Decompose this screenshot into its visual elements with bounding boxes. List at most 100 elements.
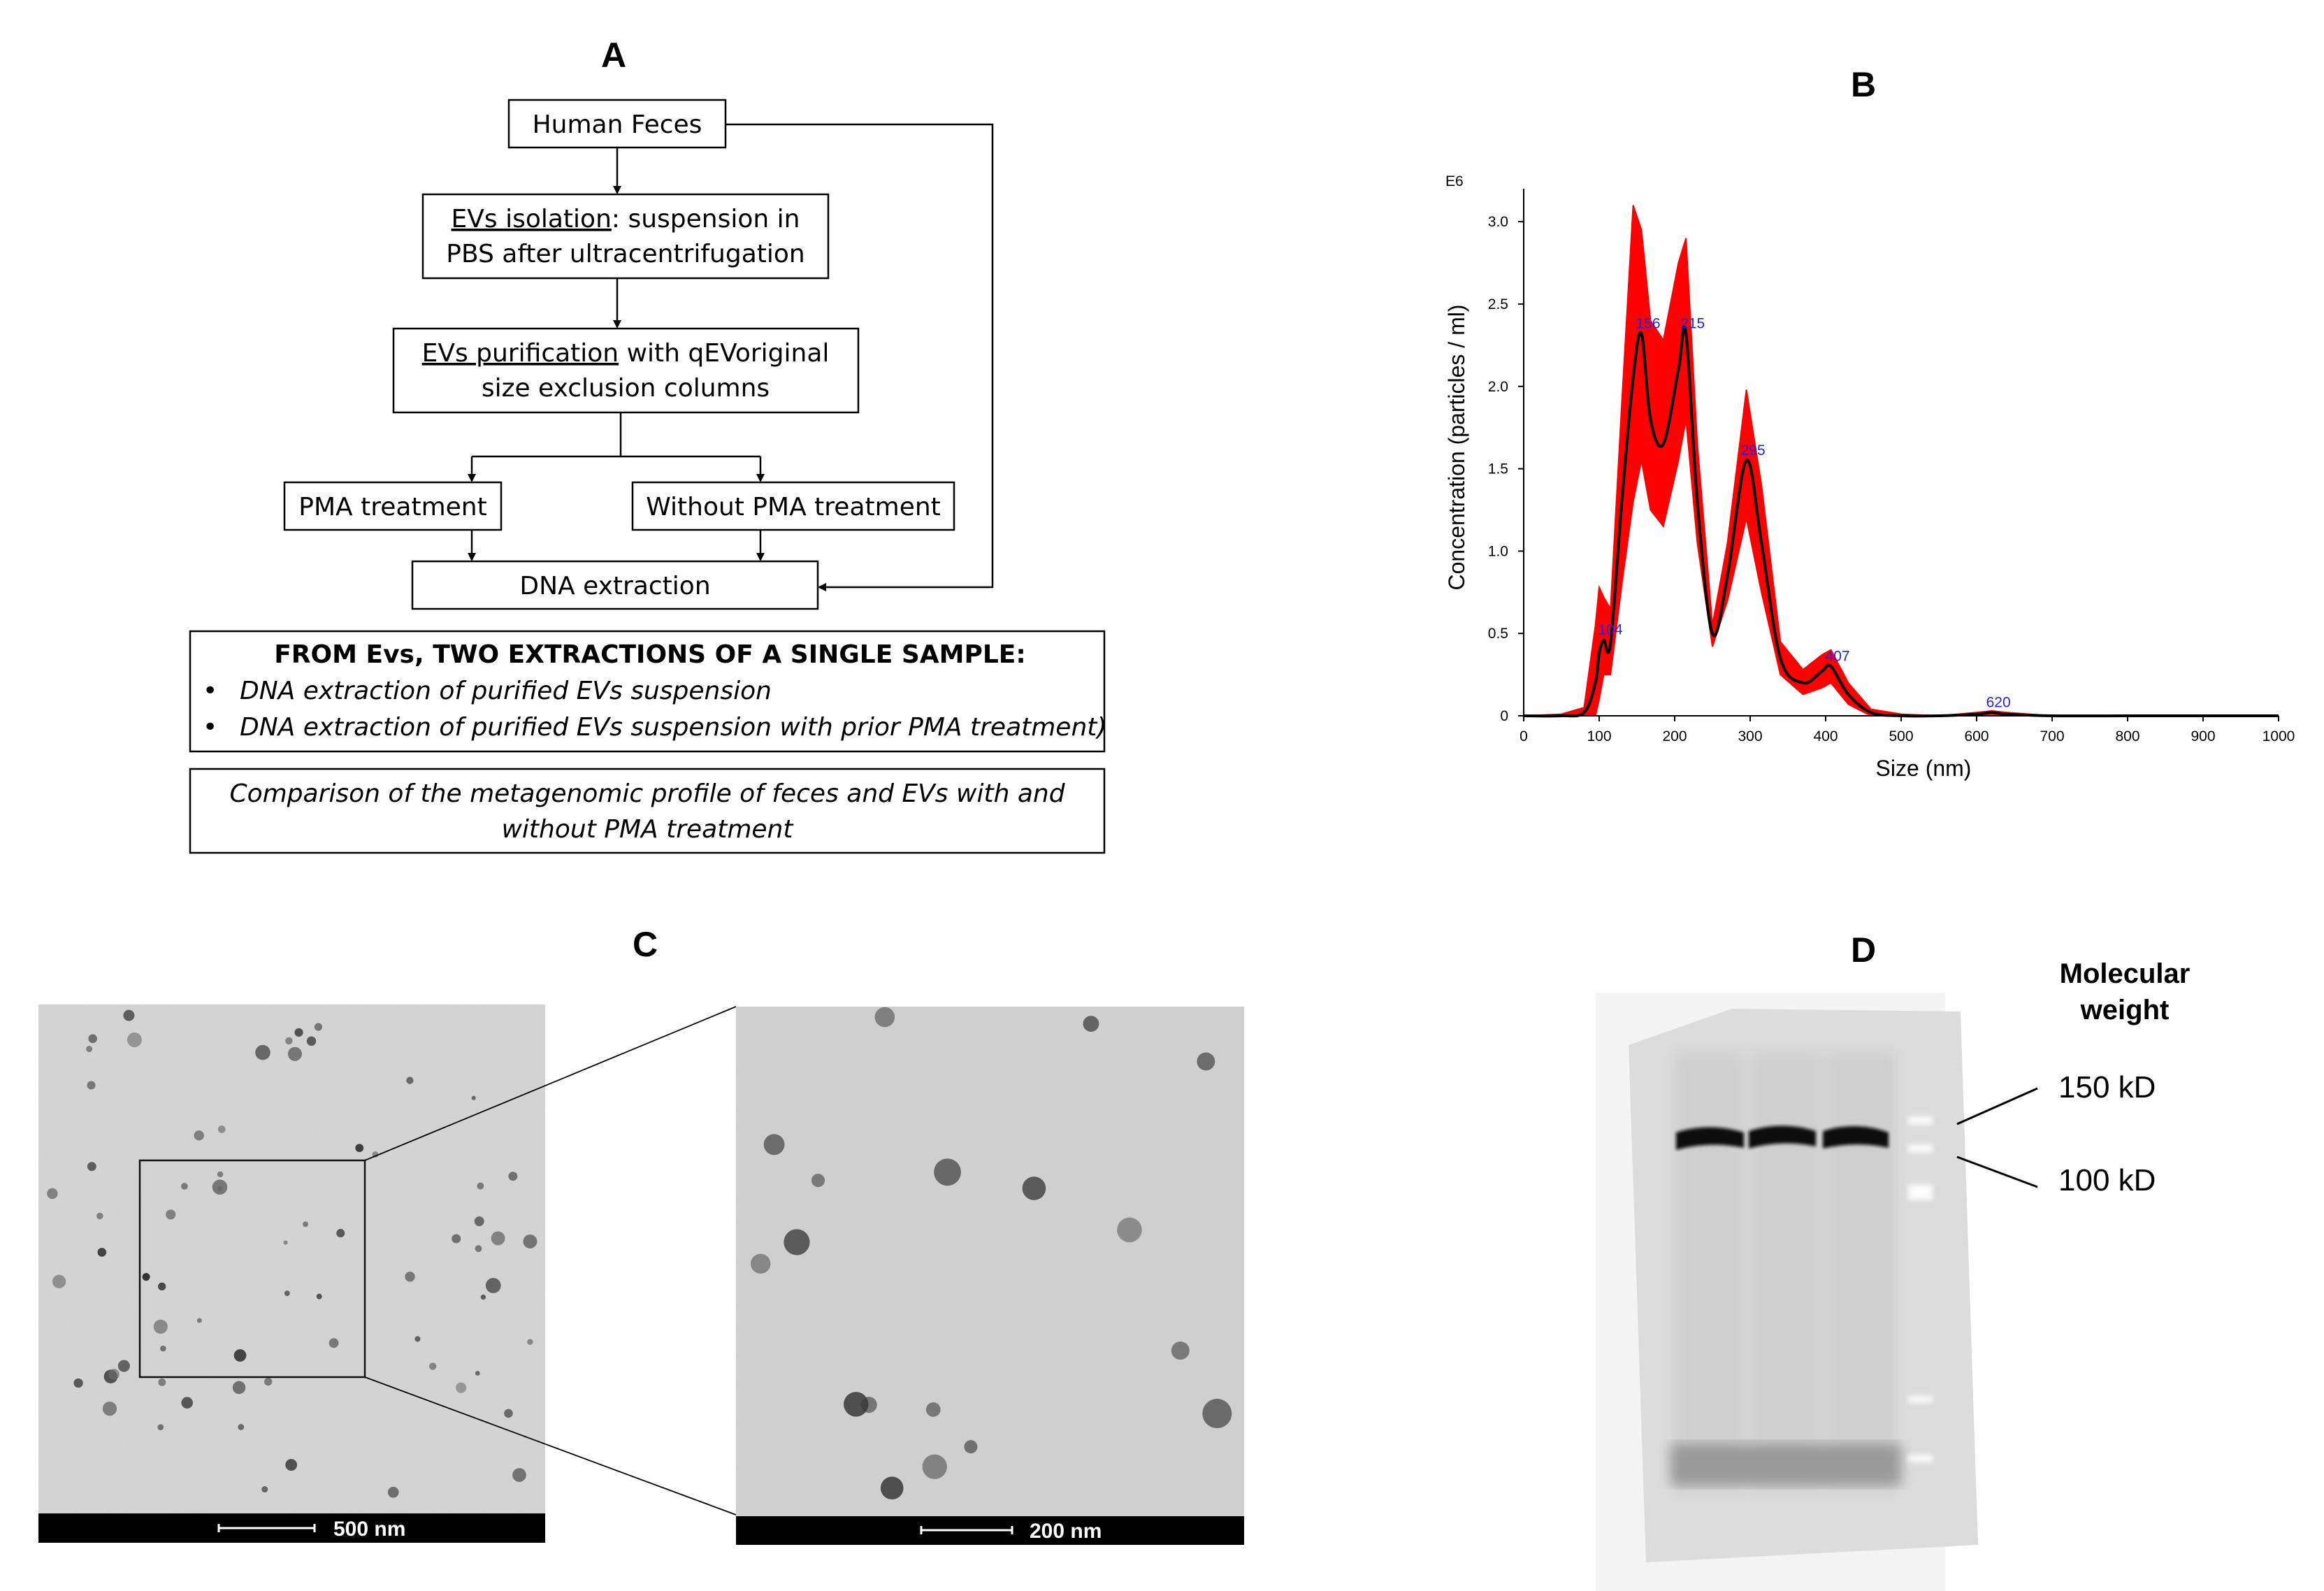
vesicle — [1197, 1052, 1215, 1071]
vesicle — [142, 1273, 150, 1281]
vesicle — [123, 1009, 135, 1021]
purification-underlined: EVs purification — [422, 339, 619, 368]
vesicle — [87, 1162, 96, 1172]
y-tick-label: 2.0 — [1488, 379, 1508, 395]
vesicle — [474, 1216, 484, 1227]
no-pma-box — [631, 481, 955, 531]
vesicle — [52, 1274, 66, 1288]
extraction-summary-title: FROM Evs, TWO EXTRACTIONS OF A SINGLE SA… — [274, 640, 1026, 669]
low-mw-smear — [1670, 1444, 1901, 1485]
x-tick-label: 0 — [1520, 728, 1528, 744]
vesicle — [194, 1130, 204, 1141]
feces-box — [507, 99, 727, 149]
feces-label: Human Feces — [533, 110, 702, 139]
vesicle — [314, 1023, 322, 1031]
vesicle — [217, 1125, 226, 1133]
x-tick-label: 700 — [2040, 728, 2064, 744]
band-lane-1 — [1676, 1127, 1744, 1150]
vesicle — [166, 1209, 176, 1220]
vesicle — [212, 1179, 228, 1195]
comparison-line-2: without PMA treatment — [501, 815, 794, 844]
vesicle — [406, 1077, 414, 1084]
vesicle — [284, 1290, 290, 1297]
vesicle — [283, 1240, 288, 1245]
vesicle — [255, 1044, 270, 1060]
vesicle — [285, 1459, 298, 1471]
vesicle — [405, 1272, 415, 1282]
vesicle — [238, 1424, 245, 1430]
vesicle — [88, 1034, 97, 1044]
x-tick-label: 200 — [1662, 728, 1687, 744]
vesicle — [285, 1037, 293, 1045]
vesicle — [287, 1046, 302, 1061]
vesicle — [196, 1318, 202, 1323]
vesicle — [181, 1183, 188, 1190]
vesicle — [158, 1282, 166, 1291]
vesicle — [527, 1339, 533, 1346]
band-lane-2 — [1749, 1125, 1816, 1149]
vesicle — [925, 1402, 941, 1417]
y-tick-label: 1.0 — [1488, 543, 1508, 559]
isolation-rest: : suspension in — [612, 205, 800, 233]
vesicle — [102, 1402, 117, 1416]
y-tick-label: 2.5 — [1488, 296, 1508, 312]
vesicle — [387, 1486, 399, 1498]
mean-concentration-line — [1523, 326, 2279, 718]
y-axis-title: Concentration (particles / ml) — [1444, 304, 1469, 590]
vesicle — [471, 1095, 476, 1100]
vesicle — [355, 1144, 364, 1153]
band-lane-3 — [1823, 1125, 1889, 1149]
scale-bar-right-label: 200 nm — [1030, 1520, 1102, 1543]
x-tick-label: 300 — [1738, 728, 1762, 744]
extraction-item-1: DNA extraction of purified EVs suspensio… — [240, 677, 772, 705]
panel-label-c: C — [633, 925, 658, 964]
vesicle — [523, 1234, 537, 1248]
peak-label: 215 — [1680, 315, 1705, 331]
peak-label: 156 — [1636, 315, 1660, 331]
mw-title-line2: weight — [2080, 995, 2170, 1025]
vesicle — [784, 1229, 810, 1255]
bullet-2-marker: • — [203, 713, 217, 742]
vesicle — [97, 1248, 107, 1257]
purification-box — [392, 327, 860, 414]
vesicle — [475, 1371, 480, 1376]
vesicle — [763, 1134, 785, 1156]
no-pma-label: Without PMA treatment — [646, 493, 941, 521]
extraction-item-2: DNA extraction of purified EVs suspensio… — [240, 713, 1106, 742]
vesicle — [1171, 1341, 1190, 1360]
vesicle — [508, 1172, 518, 1181]
vesicle — [811, 1174, 825, 1188]
vesicle — [233, 1349, 247, 1362]
vesicle — [96, 1212, 103, 1220]
vesicle — [491, 1231, 505, 1246]
scale-bar-left-label: 500 nm — [333, 1518, 405, 1541]
vesicle — [1022, 1176, 1046, 1200]
mw-title-line1: Molecular — [2060, 958, 2191, 989]
y-tick-label: 0.5 — [1488, 626, 1508, 642]
vesicle — [336, 1229, 345, 1238]
marker-100-kd: 100 kD — [2058, 1163, 2156, 1197]
vesicle — [414, 1336, 421, 1342]
peak-label: 407 — [1826, 648, 1850, 664]
x-tick-label: 900 — [2191, 728, 2215, 744]
isolation-label-line1: EVs isolation: suspension in — [452, 205, 800, 233]
vesicle — [303, 1221, 309, 1228]
x-tick-label: 400 — [1813, 728, 1838, 744]
vesicle — [329, 1338, 339, 1348]
vesicle — [86, 1046, 93, 1053]
vesicle — [1202, 1399, 1232, 1429]
peak-label: 620 — [1986, 694, 2011, 710]
marker-150-kd: 150 kD — [2058, 1070, 2156, 1104]
comparison-box — [189, 768, 1106, 854]
y-tick-label: 3.0 — [1488, 214, 1508, 230]
vesicle — [512, 1468, 526, 1482]
x-tick-label: 600 — [1964, 728, 1989, 744]
vesicle — [261, 1486, 268, 1493]
x-tick-label: 500 — [1889, 728, 1913, 744]
comparison-line-1: Comparison of the metagenomic profile of… — [229, 779, 1065, 808]
vesicle — [475, 1245, 482, 1253]
y-multiplier: E6 — [1445, 173, 1464, 189]
zoom-region-box — [138, 1159, 366, 1378]
x-tick-label: 1000 — [2262, 728, 2295, 744]
vesicle — [844, 1392, 869, 1417]
